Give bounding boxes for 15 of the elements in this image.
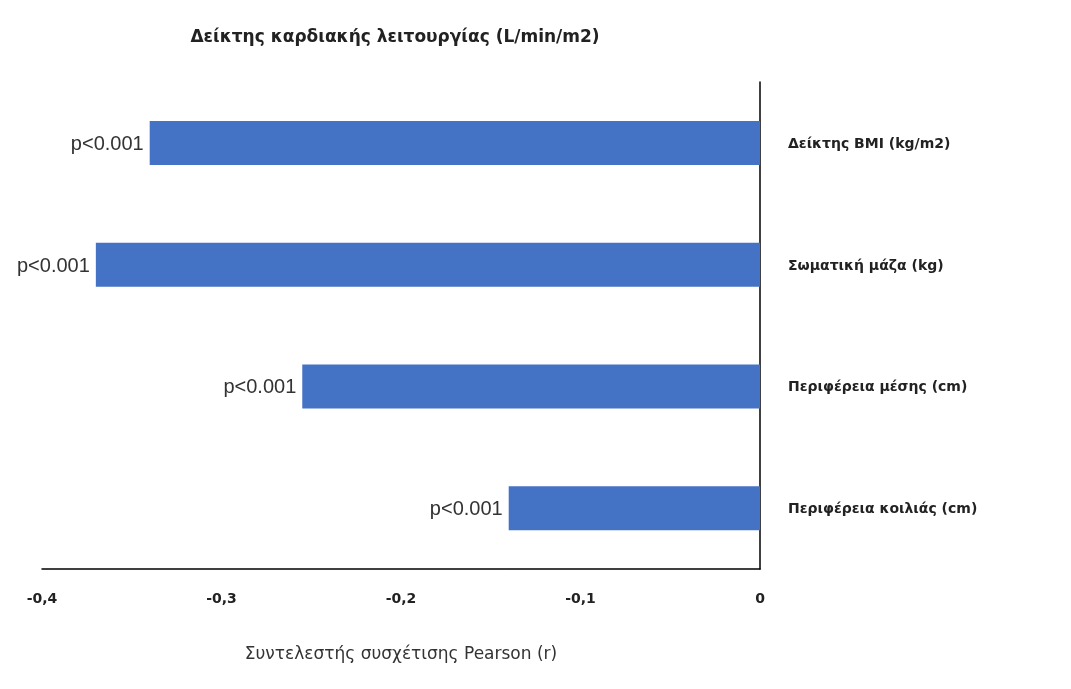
chart-title: Δείκτης καρδιακής λειτουργίας (L/min/m2): [190, 25, 600, 46]
y-tick-label: Περιφέρεια μέσης (cm): [788, 378, 968, 395]
data-label: p<0.001: [223, 375, 297, 398]
y-tick-label: Περιφέρεια κοιλιάς (cm): [788, 500, 978, 517]
x-tick-label: -0,3: [206, 590, 237, 606]
x-tick-label: -0,2: [385, 590, 417, 606]
x-axis-title: Συντελεστής συσχέτισης Pearson (r): [244, 642, 558, 663]
y-tick-label: Σωματική μάζα (kg): [788, 256, 944, 273]
data-label: p<0.001: [429, 497, 503, 520]
x-tick-label: -0,4: [26, 590, 58, 606]
y-tick-label: Δείκτης BMI (kg/m2): [788, 134, 951, 151]
x-tick-label: -0,1: [565, 590, 596, 606]
data-label: p<0.001: [70, 131, 144, 154]
data-label: p<0.001: [16, 253, 90, 276]
x-tick-label: 0: [755, 590, 766, 606]
